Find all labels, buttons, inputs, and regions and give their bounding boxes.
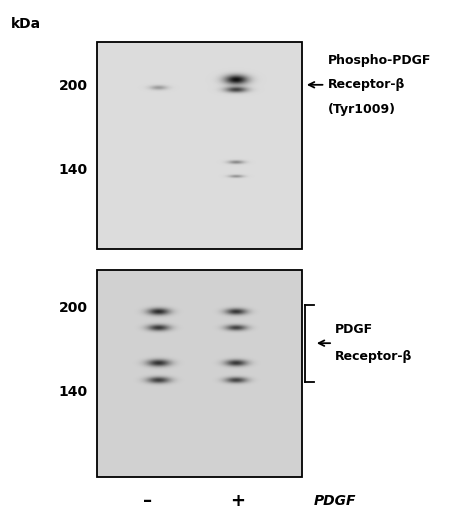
Text: +: +: [230, 492, 245, 510]
Text: Phospho-PDGF: Phospho-PDGF: [328, 54, 431, 67]
Text: PDGF: PDGF: [314, 494, 356, 508]
Text: 140: 140: [59, 163, 88, 176]
Text: 200: 200: [59, 302, 88, 315]
Text: (Tyr1009): (Tyr1009): [328, 103, 396, 116]
Text: PDGF: PDGF: [335, 323, 373, 337]
Text: 200: 200: [59, 79, 88, 93]
Text: 140: 140: [59, 385, 88, 399]
Text: –: –: [142, 492, 152, 510]
Bar: [97, 270, 302, 477]
Text: kDa: kDa: [11, 17, 41, 31]
Text: Receptor-β: Receptor-β: [328, 78, 405, 91]
Text: Receptor-β: Receptor-β: [335, 350, 413, 363]
Bar: [97, 42, 302, 249]
